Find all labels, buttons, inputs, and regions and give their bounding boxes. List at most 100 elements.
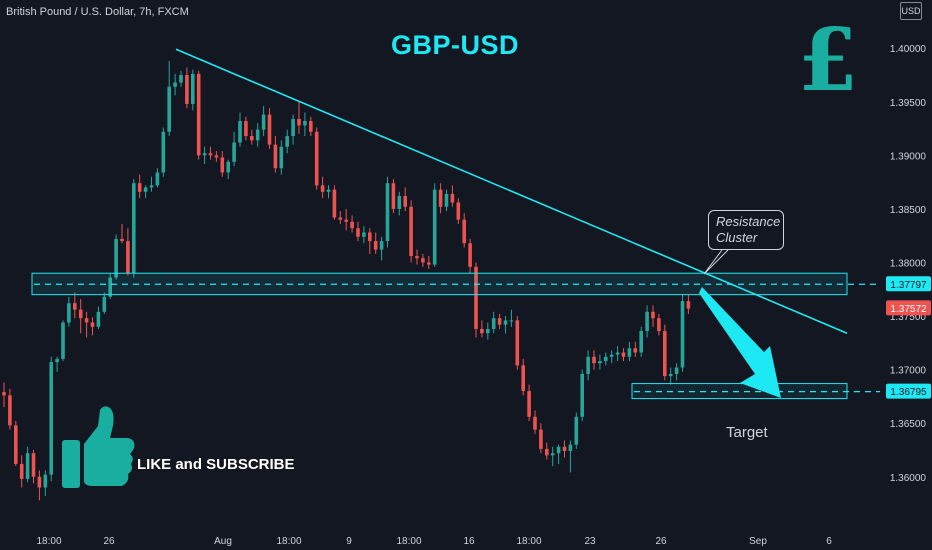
candle-body xyxy=(55,358,59,363)
candle-body xyxy=(43,474,48,488)
y-tick-label: 1.39500 xyxy=(890,98,927,109)
candle-body xyxy=(509,320,514,322)
y-tick-label: 1.37000 xyxy=(890,366,927,377)
candle-body xyxy=(527,391,531,417)
candle-body xyxy=(214,155,219,158)
candle-body xyxy=(291,118,295,137)
candle-body xyxy=(220,157,225,173)
candle-body xyxy=(521,365,525,392)
candle-body xyxy=(562,446,567,452)
candle-body xyxy=(462,219,466,244)
candle-body xyxy=(285,136,289,147)
callout-line-2: Cluster xyxy=(716,230,758,245)
candle-body xyxy=(362,232,366,237)
candle-body xyxy=(545,448,549,456)
candle-body xyxy=(568,444,573,452)
y-tick-label: 1.38500 xyxy=(890,205,927,216)
candle-body xyxy=(503,320,508,325)
candle-body xyxy=(173,82,177,87)
candle-body xyxy=(621,352,626,357)
like-subscribe-text: LIKE and SUBSCRIBE xyxy=(137,456,295,473)
candle-body xyxy=(580,373,584,417)
candle-body xyxy=(19,463,24,479)
candle-body xyxy=(297,118,301,126)
candle-body xyxy=(344,219,348,222)
candle-body xyxy=(427,262,431,265)
symbol-header: British Pound / U.S. Dollar, 7h, FXCM xyxy=(6,6,189,18)
x-tick-label: 23 xyxy=(584,536,596,547)
candle-body xyxy=(226,161,230,173)
candle-body xyxy=(604,356,608,362)
candle-body xyxy=(78,309,83,319)
callout-pointer xyxy=(703,249,729,275)
candle-body xyxy=(368,232,372,242)
candle-body xyxy=(244,121,248,137)
candle-body xyxy=(379,241,384,250)
candle-body xyxy=(397,196,402,209)
candle-body xyxy=(497,318,502,325)
x-tick-label: 26 xyxy=(103,536,115,547)
candle-body xyxy=(592,356,596,364)
candle-body xyxy=(90,322,95,327)
candle-body xyxy=(668,373,673,377)
target-price-tag: 1.36795 xyxy=(886,383,931,399)
drawings: 1.37797 1.37572 1.36795 xyxy=(31,48,931,400)
descending-trendline xyxy=(175,48,848,334)
x-tick-label: 16 xyxy=(463,536,475,547)
candle-body xyxy=(73,303,77,310)
candle-body xyxy=(338,217,343,220)
resistance-price-tag: 1.37797 xyxy=(886,276,931,292)
candle-body xyxy=(179,75,183,83)
x-tick-label: Sep xyxy=(749,536,767,547)
candle-body xyxy=(114,238,118,278)
candle-body xyxy=(126,241,130,274)
candle-body xyxy=(556,446,561,454)
candle-body xyxy=(609,354,614,357)
candle-body xyxy=(480,328,484,334)
candle-body xyxy=(432,189,437,265)
currency-badge[interactable]: USD xyxy=(900,2,922,20)
thumbs-up-icon xyxy=(62,406,135,488)
candle-body xyxy=(486,328,490,334)
candle-body xyxy=(468,243,472,267)
candle-body xyxy=(303,121,307,126)
candle-body xyxy=(2,392,6,396)
candle-body xyxy=(491,318,496,329)
x-tick-label: 18:00 xyxy=(276,536,301,547)
candle-body xyxy=(61,322,65,359)
candle-body xyxy=(149,185,154,188)
x-tick-label: 18:00 xyxy=(516,536,541,547)
candle-body xyxy=(196,73,201,156)
candle-body xyxy=(132,183,136,274)
pound-sign-icon: £ xyxy=(798,10,858,111)
y-tick-label: 1.40000 xyxy=(890,44,927,55)
candle-body xyxy=(232,142,236,162)
resistance-zone xyxy=(31,272,848,296)
resistance-callout: Resistance Cluster xyxy=(708,210,784,250)
candle-body xyxy=(96,311,101,327)
candle-body xyxy=(137,183,142,192)
y-tick-label: 1.39000 xyxy=(890,151,927,162)
resistance-price-tag-bg xyxy=(886,276,931,292)
target-label: Target xyxy=(726,424,768,441)
y-tick-label: 1.37500 xyxy=(890,312,927,323)
candle-body xyxy=(680,301,685,368)
candle-body xyxy=(238,121,242,143)
candle-body xyxy=(143,187,148,192)
candle-body xyxy=(391,183,396,209)
candle-body xyxy=(14,425,18,464)
candle-body xyxy=(102,296,107,312)
candle-body xyxy=(273,144,278,169)
candle-body xyxy=(598,361,602,364)
x-tick-label: 18:00 xyxy=(396,536,421,547)
x-tick-label: 26 xyxy=(655,536,667,547)
callout-line-1: Resistance xyxy=(716,214,781,229)
candle-body xyxy=(332,189,337,218)
candle-body xyxy=(639,331,643,353)
candle-body xyxy=(191,73,195,104)
candle-body xyxy=(627,348,632,357)
target-price-tag-text: 1.36795 xyxy=(890,387,927,398)
candle-body xyxy=(615,352,620,355)
price-axis: 1.40000 1.39500 1.39000 1.38500 1.38000 1.375… xyxy=(890,44,927,484)
